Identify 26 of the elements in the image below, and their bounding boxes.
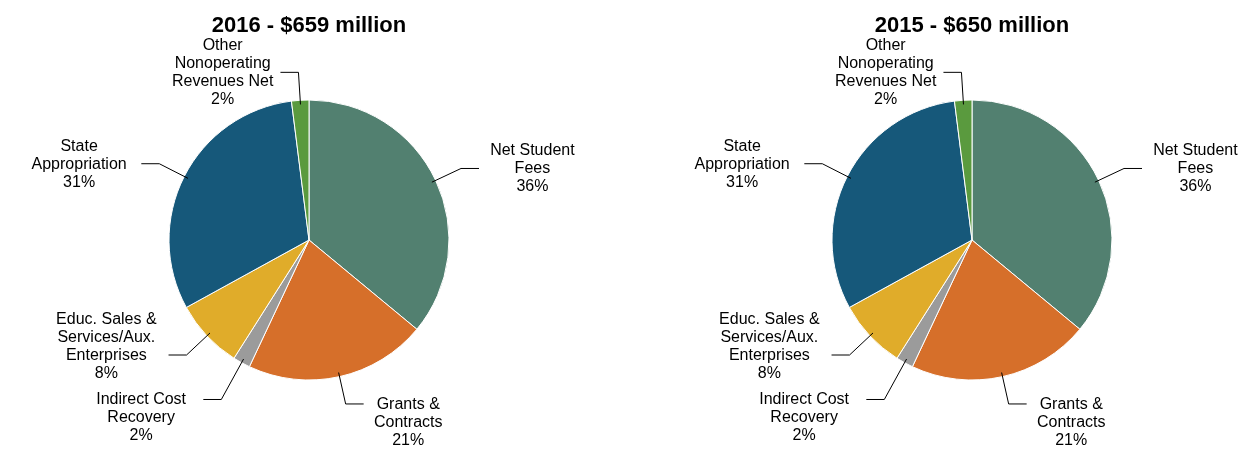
data-label: 8% — [94, 364, 118, 381]
chart-title: 2015 - $650 million — [874, 12, 1070, 37]
slice-label: Net Student Fees — [1153, 141, 1239, 177]
data-label: 21% — [1055, 430, 1088, 448]
data-label: 21% — [392, 430, 425, 448]
slice-label: Other Nonoperating Revenues Net — [834, 36, 937, 90]
slice-label: Indirect Cost Recovery — [759, 390, 850, 426]
slice-label: Grants & Contracts — [1037, 394, 1106, 430]
chart-title: 2016 - $659 million — [211, 12, 407, 37]
data-label: 2% — [792, 426, 816, 444]
slice-label: Net Student Fees — [490, 141, 576, 177]
slice-label: Educ. Sales & Services/Aux. Enterprises — [56, 310, 157, 363]
data-label: 2% — [874, 90, 898, 108]
slice-label: Grants & Contracts — [374, 394, 443, 430]
data-label: 31% — [726, 172, 759, 190]
data-label: 36% — [516, 177, 549, 195]
slice-label: State Appropriation — [31, 136, 127, 172]
slice-label: Indirect Cost Recovery — [96, 390, 187, 426]
data-label: 2% — [211, 90, 235, 108]
slice-label: Other Nonoperating Revenues Net — [171, 36, 274, 90]
slice-label: State Appropriation — [694, 136, 790, 172]
data-label: 8% — [757, 364, 781, 381]
data-label: 2% — [129, 426, 153, 444]
data-label: 36% — [1179, 177, 1212, 195]
slice-label: Educ. Sales & Services/Aux. Enterprises — [719, 310, 820, 363]
data-label: 31% — [63, 172, 96, 190]
